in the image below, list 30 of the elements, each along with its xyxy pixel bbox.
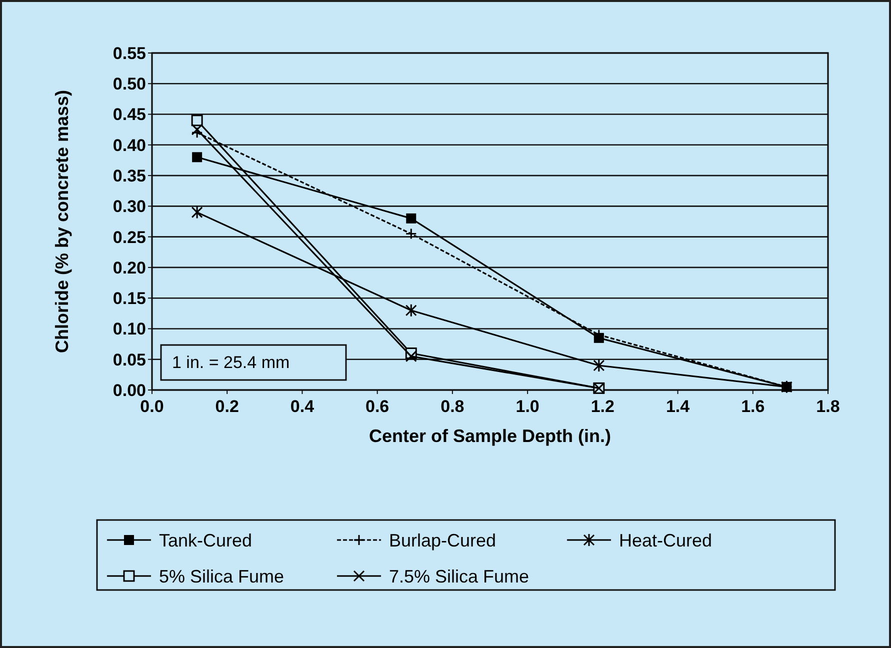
y-tick-label: 0.35 [112, 166, 146, 186]
y-tick-label: 0.55 [112, 44, 146, 63]
y-tick-label: 0.40 [112, 136, 146, 155]
y-tick-label: 0.20 [112, 258, 146, 278]
legend-label: 7.5% Silica Fume [389, 566, 530, 586]
y-tick-label: 0.30 [112, 197, 146, 216]
x-tick-label: 0.8 [440, 397, 464, 416]
x-axis-title: Center of Sample Depth (in.) [368, 426, 612, 446]
y-tick-label: 0.50 [112, 74, 146, 94]
y-tick-label: 0.15 [112, 289, 146, 308]
legend-label: Tank-Cured [159, 530, 252, 550]
x-tick-label: 0.4 [290, 397, 315, 416]
x-tick-label: 0.0 [140, 397, 164, 416]
y-tick-label: 0.10 [112, 320, 146, 339]
y-tick-label: 0.05 [112, 350, 146, 370]
y-tick-label: 0.25 [112, 228, 146, 247]
y-tick-label: 0.00 [112, 380, 146, 400]
x-tick-label: 1.2 [590, 397, 614, 416]
legend-label: 5% Silica Fume [159, 566, 284, 586]
y-tick-label: 0.45 [112, 105, 146, 124]
x-tick-label: 1.8 [816, 397, 840, 416]
x-tick-label: 1.6 [741, 397, 765, 416]
legend-label: Burlap-Cured [389, 530, 496, 550]
legend-label: Heat-Cured [619, 530, 712, 550]
x-tick-label: 1.4 [666, 397, 690, 416]
y-axis-title: Chloride (% by concrete mass) [52, 90, 72, 354]
x-tick-label: 0.6 [366, 397, 390, 416]
x-tick-label: 1.0 [516, 397, 540, 416]
x-tick-label: 0.2 [215, 397, 239, 416]
annotation: 1 in. = 25.4 mm [172, 353, 290, 372]
